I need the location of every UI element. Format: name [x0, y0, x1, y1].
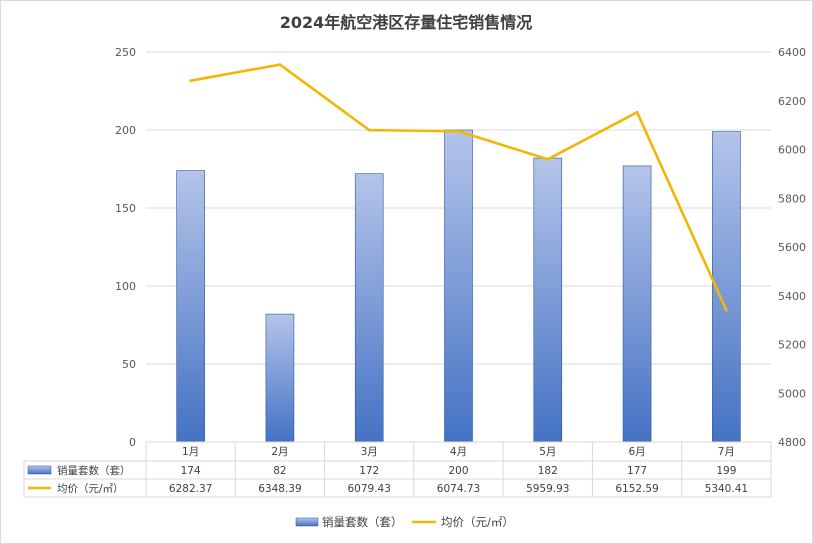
- bar: [533, 157, 563, 443]
- bar: [444, 129, 473, 443]
- x-tick-label: 6月: [628, 446, 645, 458]
- legend: 销量套数（套） 均价（元/㎡）: [295, 515, 514, 529]
- table-cell: 6152.59: [615, 483, 658, 495]
- x-tick-label: 7月: [718, 446, 735, 458]
- y2-tick-label: 5600: [778, 241, 806, 254]
- x-tick-label: 4月: [450, 446, 467, 458]
- y-tick-label: 0: [129, 436, 136, 449]
- line-point: [725, 308, 728, 312]
- table-cell: 174: [181, 465, 201, 477]
- chart-title: 2024年航空港区存量住宅销售情况: [280, 13, 533, 32]
- table-row-label: 均价（元/㎡）: [57, 483, 124, 495]
- line-point: [457, 129, 460, 133]
- line-point: [635, 111, 639, 114]
- y2-tick-label: 5400: [778, 290, 806, 303]
- table-cell: 6079.43: [348, 483, 391, 495]
- line-point: [367, 128, 371, 132]
- table-cell: 182: [538, 465, 558, 477]
- legend-entry: 均价（元/㎡）: [441, 515, 514, 529]
- x-tick-label: 1月: [182, 446, 199, 458]
- bar: [622, 165, 652, 443]
- x-tick-label: 5月: [539, 446, 556, 458]
- table-cell: 6282.37: [169, 483, 212, 495]
- line-series: [189, 63, 728, 312]
- y2-tick-label: 4800: [778, 436, 806, 449]
- y-tick-label: 100: [115, 280, 136, 293]
- bar: [354, 173, 384, 443]
- y-tick-label: 150: [115, 202, 136, 215]
- table-cell: 6348.39: [258, 483, 301, 495]
- table-cell: 5340.41: [705, 483, 748, 495]
- y-tick-label: 50: [122, 358, 136, 371]
- table-cell: 172: [359, 465, 379, 477]
- table-cell: 5959.93: [526, 483, 569, 495]
- line-point: [189, 79, 192, 82]
- y2-tick-label: 6400: [778, 46, 806, 59]
- legend-entry: 销量套数（套）: [322, 515, 403, 529]
- table-row-label: 销量套数（套）: [57, 464, 131, 477]
- table-bar-key: [27, 465, 52, 475]
- y2-tick-label: 6200: [778, 95, 806, 108]
- bar: [265, 313, 295, 443]
- table-cell: 82: [273, 465, 286, 477]
- y2-tick-label: 5800: [778, 192, 806, 205]
- y-tick-label: 200: [115, 124, 136, 137]
- table-cell: 200: [448, 465, 468, 477]
- x-tick-label: 2月: [271, 446, 288, 458]
- legend-bar-key: [295, 517, 319, 527]
- y-tick-label: 250: [115, 46, 136, 59]
- axes: 0 50 100 150 200 250 4800 5000 5200 5400 5600 5800 6…: [115, 46, 806, 449]
- bar-series: [176, 129, 741, 443]
- table-cell: 199: [716, 465, 736, 477]
- line-point: [278, 63, 282, 66]
- y2-tick-label: 5200: [778, 339, 806, 352]
- y2-tick-label: 6000: [778, 144, 806, 157]
- table-cell: 6074.73: [437, 483, 480, 495]
- y2-tick-label: 5000: [778, 387, 806, 400]
- line-point: [546, 157, 550, 161]
- bar: [176, 170, 205, 443]
- x-tick-label: 3月: [361, 446, 378, 458]
- table-cell: 177: [627, 465, 647, 477]
